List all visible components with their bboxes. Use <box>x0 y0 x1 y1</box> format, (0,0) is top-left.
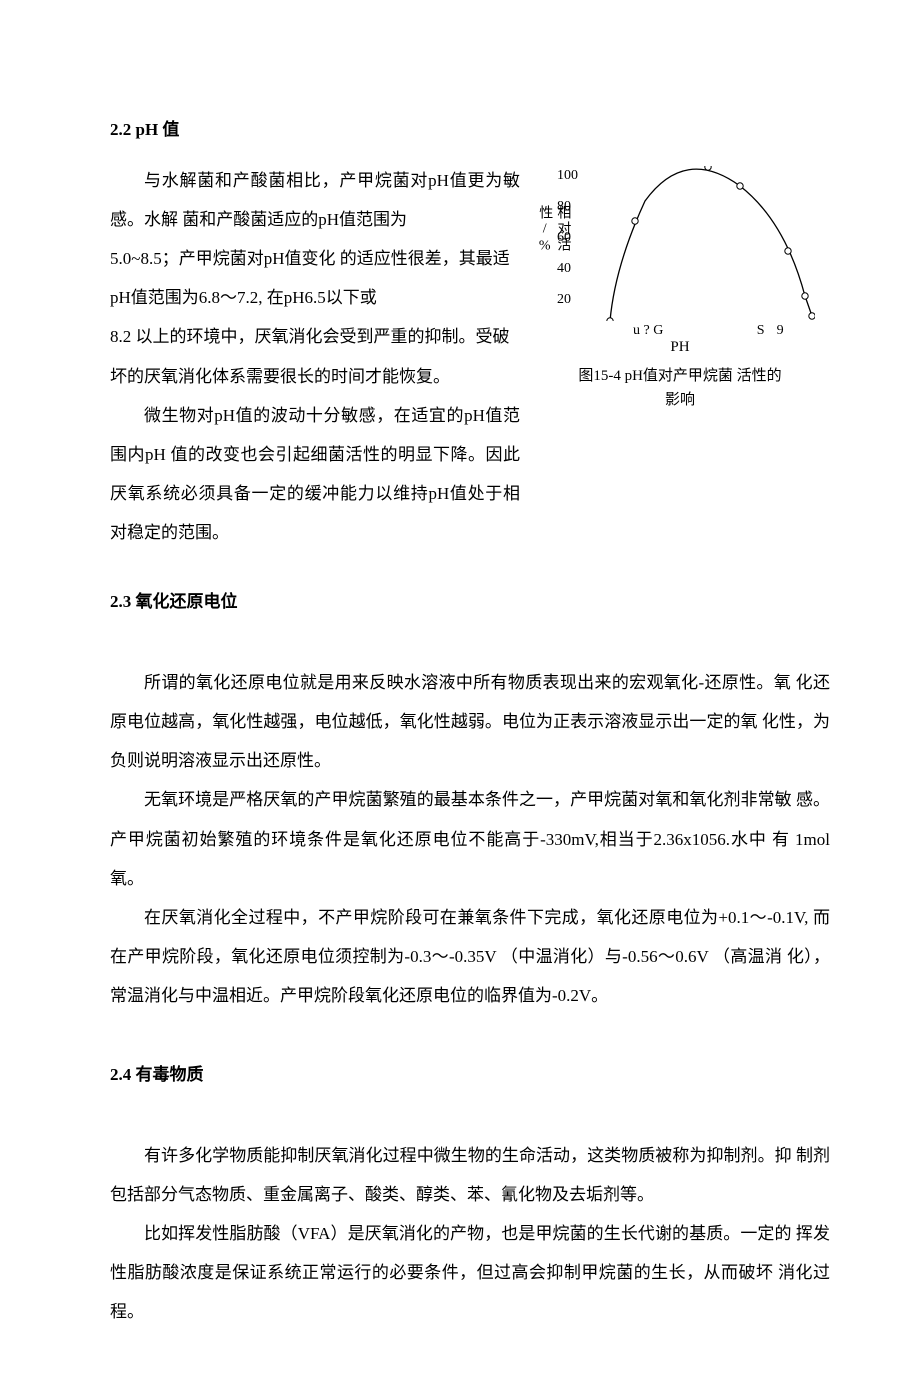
chart-ytick: 100 <box>557 167 578 185</box>
chart-ytick: 40 <box>557 260 571 278</box>
chart-ytick: 20 <box>557 291 571 309</box>
chart-x-label: PH <box>670 338 689 358</box>
sec23-p2: 无氧环境是严格厌氧的产甲烷菌繁殖的最基本条件之一，产甲烷菌对氧和氧化剂非常敏 感… <box>110 780 830 897</box>
sec23-p3: 在厌氧消化全过程中，不产甲烷阶段可在兼氧条件下完成，氧化还原电位为+0.1〜-0… <box>110 898 830 1015</box>
sec24-p1: 有许多化学物质能抑制厌氧消化过程中微生物的生命活动，这类物质被称为抑制剂。抑 制… <box>110 1136 830 1214</box>
sec22-p3: 微生物对pH值的波动十分敏感，在适宜的pH值范围内pH 值的改变也会引起细菌活性… <box>110 396 520 552</box>
sec24-p2: 比如挥发性脂肪酸（VFA）是厌氧消化的产物，也是甲烷菌的生长代谢的基质。一定的 … <box>110 1214 830 1331</box>
chart-caption: 图15-4 pH值对产甲烷菌 活性的 影响 <box>578 364 781 412</box>
chart-y-label: 相对活性/% <box>535 205 571 293</box>
sec22-p2: 8.2 以上的环境中，厌氧消化会受到严重的抑制。受破坏的厌氧消化体系需要很长的时… <box>110 317 520 395</box>
section-2-2-body: 与水解菌和产酸菌相比，产甲烷菌对pH值更为敏感。水解 菌和产酸菌适应的pH值范围… <box>110 161 830 552</box>
chart-svg-holder <box>590 166 815 321</box>
chart-plot-area: 相对活性/% 20406080100u ? GS9 <box>535 161 825 336</box>
chart-ytick: 80 <box>557 198 571 216</box>
ph-chart: 相对活性/% 20 40 60 80 100 u ? G S9 PH 图15-4 pH值对产… <box>530 161 830 412</box>
section-2-2-heading: 2.2 pH 值 <box>110 110 830 149</box>
chart-ytick: 60 <box>557 229 571 247</box>
section-2-3-heading: 2.3 氧化还原电位 <box>110 582 830 621</box>
sec22-p1-lead: 与水解菌和产酸菌相比，产甲烷菌对pH值更为敏感。水解 菌和产酸菌适应的pH值范围… <box>110 161 520 239</box>
sec22-p1-cont: 5.0~8.5；产甲烷菌对pH值变化 的适应性很差，其最适pH值范围为6.8〜7… <box>110 239 520 317</box>
section-2-4-heading: 2.4 有毒物质 <box>110 1055 830 1094</box>
chart-curve-svg <box>590 166 815 321</box>
chart-xtick: u ? G <box>633 322 663 340</box>
sec23-p1: 所谓的氧化还原电位就是用来反映水溶液中所有物质表现出来的宏观氧化-还原性。氧 化… <box>110 663 830 780</box>
document-page: 2.2 pH 值 与水解菌和产酸菌相比，产甲烷菌对pH值更为敏感。水解 菌和产酸… <box>0 0 920 1392</box>
chart-xtick: S <box>757 322 765 340</box>
chart-xtick: 9 <box>777 322 784 340</box>
caption-line1: 图15-4 pH值对产甲烷菌 活性的 <box>578 368 781 384</box>
section-2-2-text: 与水解菌和产酸菌相比，产甲烷菌对pH值更为敏感。水解 菌和产酸菌适应的pH值范围… <box>110 161 520 552</box>
caption-line2: 影响 <box>665 392 695 408</box>
